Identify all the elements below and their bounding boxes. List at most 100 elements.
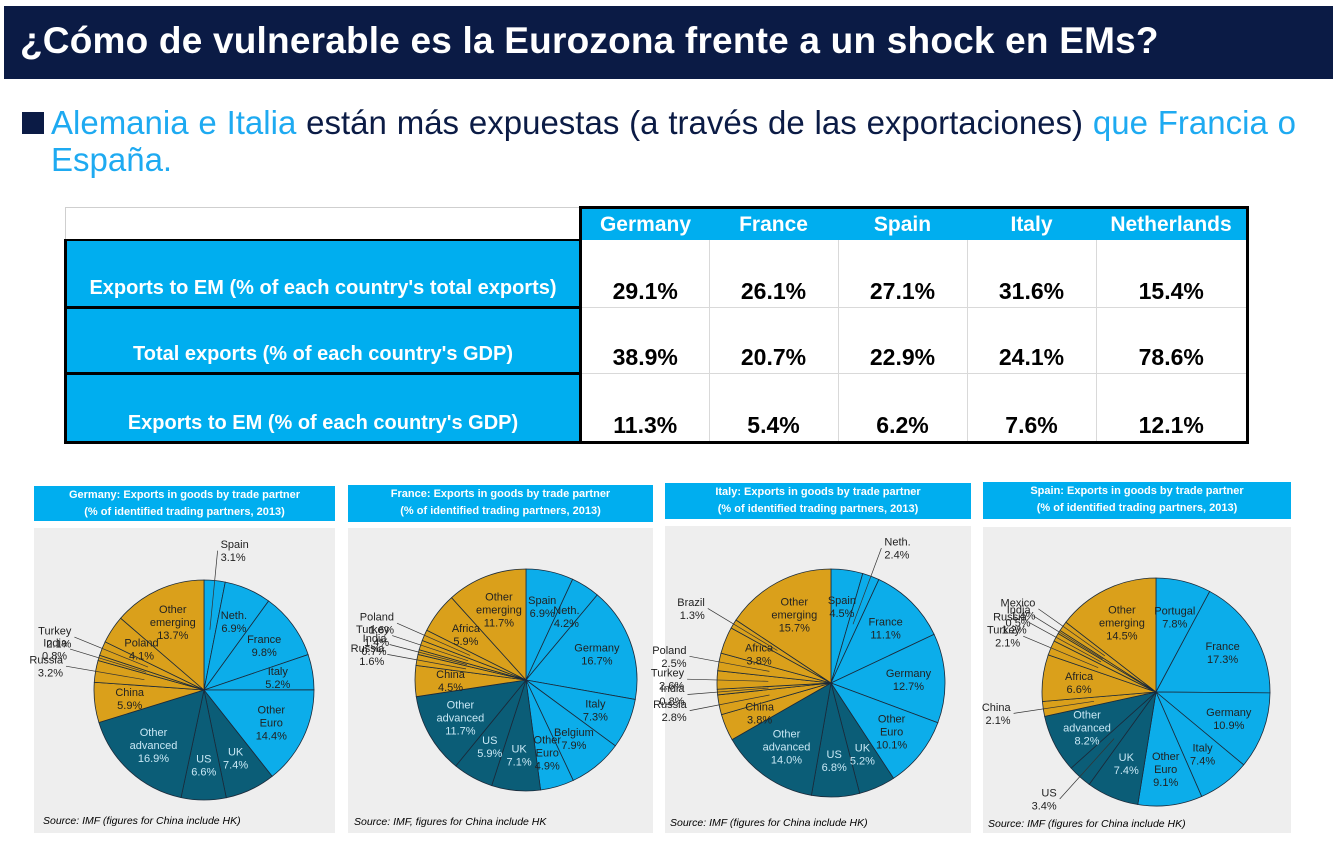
slice-label-spain: Spain 3.1% [221, 539, 249, 564]
slice-value: 5.9% [453, 636, 478, 648]
slice-name: Turkey [356, 624, 390, 636]
slice-name: Neth. [553, 605, 579, 617]
title-bar: ¿Cómo de vulnerable es la Eurozona frent… [4, 6, 1333, 79]
slice-value: 3.4% [1032, 801, 1057, 813]
slice-name: Neth. [884, 537, 910, 549]
slice-label-india: India 0.8% [42, 638, 68, 663]
chart-header: Germany: Exports in goods by trade partn… [34, 486, 335, 521]
chart-source: Source: IMF (figures for China include H… [988, 818, 1186, 830]
slice-value: 14.0% [771, 755, 802, 767]
slice-name: Other [485, 592, 513, 604]
slice-value: 3.2% [38, 668, 63, 680]
slice-value: 14.4% [256, 731, 287, 743]
slice-value: 3.1% [221, 552, 246, 564]
slice-value: 2.8% [662, 712, 687, 724]
slice-label-belgium: Belgium 7.9% [554, 727, 594, 752]
slice-name: Spain [828, 595, 856, 607]
slice-value: 2.1% [46, 639, 71, 651]
slice-name: Germany [574, 643, 620, 655]
slice-name: advanced [763, 742, 811, 754]
slice-value: 5.9% [117, 700, 142, 712]
slice-value: 11.7% [445, 725, 476, 737]
slice-label-india: India 0.7% [361, 633, 387, 658]
slice-label-turkey: Turkey 2.6% [651, 668, 685, 693]
table-cell: 29.1% [580, 240, 710, 308]
spain-pie-chart: Portugal 7.8% France 17.3% Germany 10.9% Italy… [982, 577, 1271, 813]
slice-value: 6.9% [530, 608, 555, 620]
slice-label-china: China 4.5% [436, 669, 466, 694]
slice-name: India [43, 638, 68, 650]
slice-value: 11.1% [870, 630, 901, 642]
leader-line [392, 635, 469, 662]
slice-name: Other [878, 713, 906, 725]
slice-label-russia: Russia 1.2% [993, 611, 1028, 636]
chart-title: Italy: Exports in goods by trade partner [715, 486, 921, 498]
slice-name: advanced [130, 740, 178, 752]
france-pie-panel: France: Exports in goods by trade partne… [348, 485, 653, 833]
slice-name: Other [534, 734, 562, 746]
slice-name: advanced [437, 712, 485, 724]
slice-name: US [482, 735, 497, 747]
slice-label-mexico: Mexico 1.4% [1001, 597, 1036, 622]
slice-label-germany: Germany 16.7% [574, 643, 620, 668]
slice-name: UK [855, 742, 871, 754]
slice-label-other-emerging: Other emerging 15.7% [771, 597, 817, 635]
slice-value: 1.3% [680, 610, 705, 622]
leader-line [389, 644, 467, 665]
slice-label-other-emerging: Other emerging 14.5% [1099, 604, 1145, 642]
slice-name: Africa [452, 623, 481, 635]
slice-value: 5.2% [850, 755, 875, 767]
slice-name: Poland [360, 612, 394, 624]
slice-label-us: US 6.8% [822, 749, 847, 774]
pie-labels: Spain 6.9%Neth. 4.2% Germany 16.7% Italy 7.3% B… [351, 592, 620, 773]
slice-name: China [436, 669, 466, 681]
slice-name: Russia [29, 655, 64, 667]
germany-pie-panel: Germany: Exports in goods by trade partn… [29, 486, 335, 833]
slice-label-germany: Germany 12.7% [886, 668, 932, 693]
row-header: Total exports (% of each country's GDP) [64, 307, 582, 375]
chart-title: Germany: Exports in goods by trade partn… [68, 489, 301, 501]
slice-value: 7.1% [507, 757, 532, 769]
slice-value: 0.8% [659, 696, 684, 708]
slice-name: US [827, 749, 842, 761]
table-row: Exports to EM (% of each country's GDP) … [64, 373, 1249, 444]
slice-name: France [247, 634, 281, 646]
slice-label-other-emerging: Other emerging 11.7% [476, 592, 522, 630]
slice-label-other-advanced: Other advanced 11.7% [437, 699, 485, 737]
slice-name: Africa [1065, 671, 1094, 683]
table-cell: 78.6% [1096, 307, 1249, 374]
spain-pie-panel: Spain: Exports in goods by trade partner… [982, 482, 1291, 833]
chart-title: France: Exports in goods by trade partne… [390, 488, 611, 500]
table-cell: 26.1% [709, 240, 839, 308]
chart-subtitle: (% of identified trading partners, 2013) [717, 503, 919, 515]
slice-name: Spain [221, 539, 249, 551]
slice-label-neth: Neth. 6.9% [221, 610, 247, 635]
italy-pie-panel: Italy: Exports in goods by trade partner… [651, 483, 971, 833]
slice-name: Russia [653, 699, 688, 711]
pie-slice-germany [829, 633, 946, 724]
leader-line [1038, 608, 1106, 657]
slice-name: Spain [528, 595, 556, 607]
pie-slice-germany [1154, 691, 1271, 766]
slice-label-uk: UK 7.4% [223, 746, 248, 771]
leader-line [65, 665, 145, 681]
slice-label-france: France 11.1% [868, 617, 902, 642]
slice-label-poland: Poland 2.5% [652, 645, 686, 670]
slice-name: Euro [536, 747, 559, 759]
row-header: Exports to EM (% of each country's total… [64, 240, 582, 309]
slice-label-germany: Germany 10.9% [1206, 707, 1252, 732]
slice-name: Other [447, 699, 475, 711]
slice-value: 7.3% [583, 711, 608, 723]
slice-name: emerging [771, 610, 817, 622]
bullet-body: están más expuestas (a través de las exp… [296, 104, 1093, 141]
slice-value: 4.5% [829, 608, 854, 620]
slice-name: France [868, 617, 902, 629]
leader-line [1059, 738, 1115, 800]
chart-subtitle: (% of identified trading partners, 2013) [84, 506, 285, 518]
slice-name: UK [228, 746, 244, 758]
slice-label-india: India 0.8% [659, 683, 685, 708]
slice-label-china: China 3.8% [745, 702, 775, 727]
slice-value: 7.8% [1162, 618, 1187, 630]
slice-name: Euro [260, 718, 283, 730]
slice-value: 4.5% [438, 682, 463, 694]
